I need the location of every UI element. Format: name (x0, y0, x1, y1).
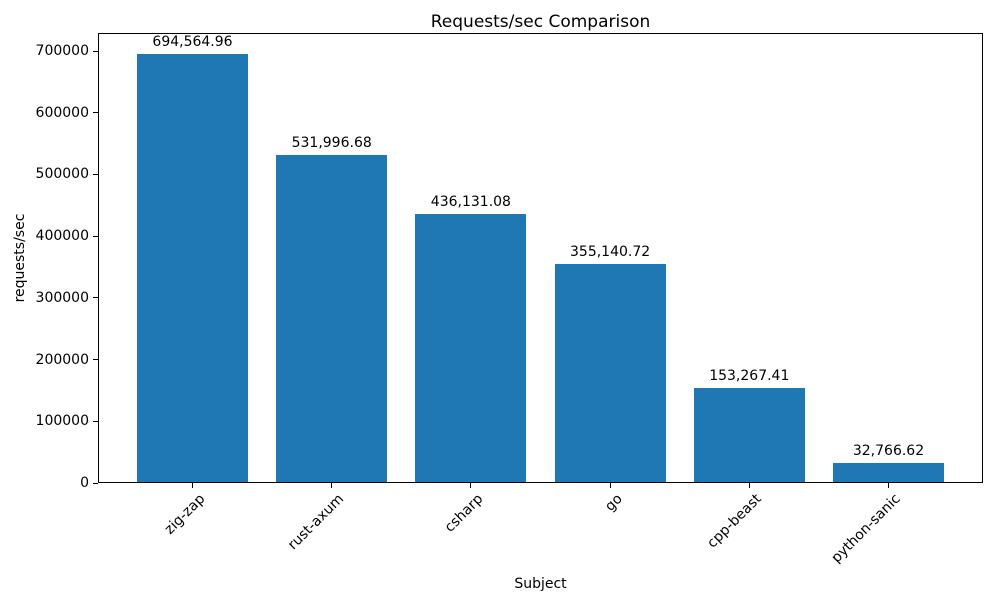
y-tick-label: 600000 (35, 104, 89, 121)
bar-go (554, 263, 666, 483)
y-tick-label: 400000 (35, 228, 89, 245)
bar-value-label: 153,267.41 (709, 368, 790, 385)
y-tick-mark (93, 420, 98, 422)
x-tick-label: go (601, 491, 626, 515)
bar-csharp (415, 213, 527, 483)
x-tick-mark (470, 483, 472, 488)
y-tick-mark (93, 50, 98, 52)
y-tick-label: 100000 (35, 413, 89, 430)
x-tick-mark (609, 483, 611, 488)
y-tick-label: 0 (80, 475, 89, 491)
y-tick-mark (93, 482, 98, 484)
y-tick-mark (93, 235, 98, 237)
y-tick-label: 700000 (35, 43, 89, 60)
x-tick-mark (748, 483, 750, 488)
x-tick-label: zig-zap (161, 491, 208, 538)
x-tick-mark (192, 483, 193, 488)
bar-rust-axum (276, 154, 388, 483)
y-tick-label: 300000 (35, 289, 89, 306)
x-axis-label: Subject (514, 576, 567, 592)
x-tick-mark (331, 483, 333, 488)
bar-python-sanic (833, 462, 944, 483)
bar-value-label: 531,996.68 (291, 134, 372, 151)
y-tick-mark (93, 359, 98, 361)
y-tick-label: 500000 (35, 166, 89, 183)
bar-cpp-beast (693, 388, 805, 483)
bar-value-label: 694,564.96 (152, 34, 233, 51)
bar-value-label: 32,766.62 (852, 442, 925, 459)
bar-zig-zap (137, 54, 248, 483)
x-tick-mark (888, 483, 889, 488)
y-tick-mark (93, 112, 98, 114)
chart-title: Requests/sec Comparison (430, 12, 651, 32)
x-tick-label: python-sanic (828, 491, 904, 567)
y-tick-label: 200000 (35, 351, 89, 368)
y-axis-label: requests/sec (12, 213, 28, 303)
bar-value-label: 355,140.72 (570, 243, 651, 260)
y-tick-mark (93, 173, 98, 175)
x-tick-label: rust-axum (284, 491, 348, 554)
x-tick-label: cpp-beast (704, 491, 765, 552)
bar-value-label: 436,131.08 (430, 193, 511, 210)
y-tick-mark (93, 297, 98, 299)
x-tick-label: csharp (441, 491, 487, 536)
